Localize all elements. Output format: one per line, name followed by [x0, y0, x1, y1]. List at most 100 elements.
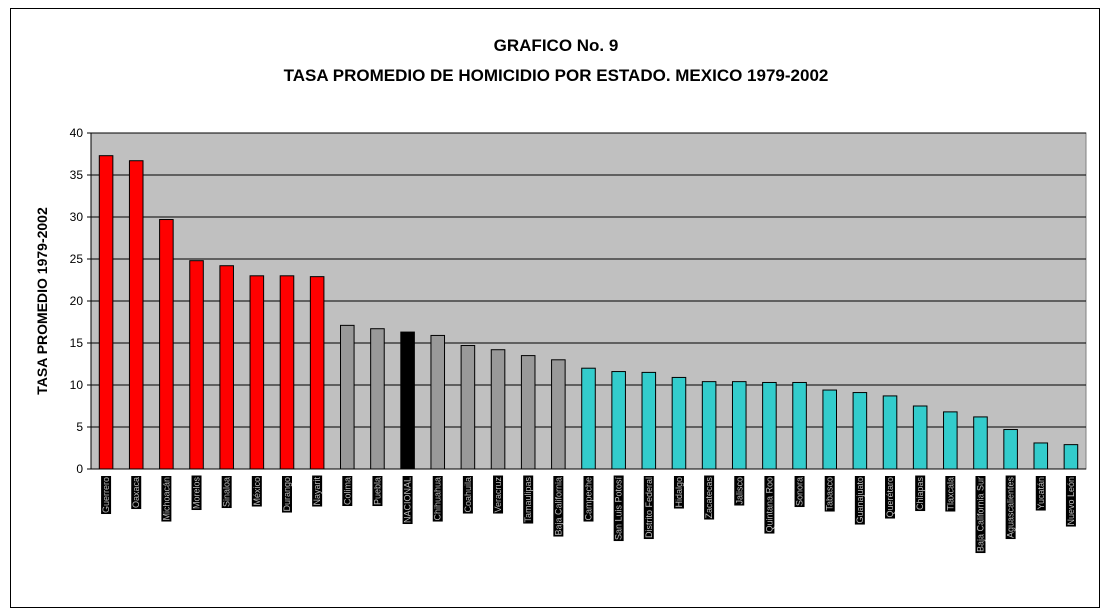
- x-tick-label: Puebla: [372, 477, 382, 505]
- x-tick-label-bg: [915, 475, 926, 512]
- x-tick-label: Baja California Sur: [975, 477, 985, 552]
- bar: [581, 367, 596, 470]
- chart-subtitle: TASA PROMEDIO DE HOMICIDIO POR ESTADO. M…: [284, 66, 829, 85]
- x-tick-label-bg: [643, 476, 654, 540]
- x-tick-label: Aguascalientes: [1006, 477, 1016, 539]
- x-tick-label: Colima: [342, 477, 352, 505]
- x-tick-label-bg: [824, 476, 835, 512]
- x-tick-label-bg: [794, 476, 805, 508]
- x-tick-label: Querétaro: [885, 477, 895, 518]
- x-tick-label: Morelos: [192, 477, 202, 510]
- x-tick-label-bg: [131, 476, 142, 510]
- x-tick-label-bg: [462, 476, 473, 514]
- x-tick-label: Nayarit: [312, 477, 322, 506]
- bar-chart: GRAFICO No. 9 TASA PROMEDIO DE HOMICIDIO…: [34, 36, 1087, 554]
- y-tick-label: 10: [70, 378, 84, 392]
- x-tick-label-bg: [1065, 476, 1076, 527]
- x-tick-label: Distrito Federal: [644, 477, 654, 538]
- x-axis-labels: Guerrero Oaxaca Michoacán Morelos Sinaloa Méx…: [101, 475, 1076, 554]
- y-tick-label: 5: [76, 420, 83, 434]
- bar: [611, 371, 626, 470]
- x-tick-label-bg: [975, 476, 986, 554]
- x-tick-label-bg: [191, 475, 202, 511]
- bar: [822, 389, 837, 470]
- bar: [762, 381, 777, 470]
- bar: [641, 371, 657, 470]
- x-tick-label: Sinaloa: [222, 477, 232, 507]
- bar: [98, 155, 114, 470]
- bar: [882, 395, 898, 470]
- x-tick-label: Nuevo León: [1066, 477, 1076, 526]
- bar: [249, 275, 265, 470]
- bar: [370, 328, 385, 470]
- x-tick-label: Michoacán: [161, 477, 171, 521]
- x-tick-label-bg: [402, 476, 413, 525]
- x-tick-label-bg: [854, 476, 865, 525]
- y-tick-label: 40: [70, 126, 84, 140]
- x-tick-label-bg: [523, 475, 534, 524]
- x-tick-label-bg: [251, 476, 262, 507]
- x-tick-label-bg: [312, 475, 323, 507]
- x-tick-label-bg: [432, 476, 443, 522]
- y-tick-label: 0: [76, 462, 83, 476]
- y-axis-label: TASA PROMEDIO 1979-2002: [34, 207, 50, 395]
- x-tick-label-bg: [613, 475, 624, 542]
- x-tick-label: Oaxaca: [131, 477, 141, 508]
- x-tick-label-bg: [673, 476, 684, 509]
- x-tick-label: Guerrero: [101, 477, 111, 513]
- x-tick-label-bg: [764, 476, 775, 534]
- bar: [520, 355, 536, 470]
- x-tick-label: NACIONAL: [403, 477, 413, 523]
- bar: [731, 381, 747, 470]
- x-tick-label-bg: [342, 476, 353, 507]
- bar: [943, 411, 958, 470]
- bar: [430, 334, 446, 470]
- bar: [792, 381, 807, 470]
- x-tick-label: Quintana Roo: [764, 477, 774, 533]
- bar: [460, 345, 476, 470]
- x-tick-label: Tabasco: [825, 477, 835, 511]
- x-tick-label-bg: [372, 476, 383, 507]
- x-tick-label: Baja California: [553, 477, 563, 536]
- x-tick-label: Campeche: [584, 477, 594, 521]
- x-tick-label-bg: [583, 476, 594, 522]
- x-tick-label-bg: [704, 475, 715, 520]
- bar: [852, 392, 868, 470]
- bar: [219, 265, 234, 470]
- y-axis-ticks: 0 5 10 15 20 25 30 35 40: [70, 126, 92, 476]
- x-tick-label: Yucatán: [1036, 477, 1046, 510]
- x-tick-label-bg: [101, 476, 112, 515]
- bar: [1003, 429, 1018, 470]
- x-tick-label: Jalisco: [734, 477, 744, 505]
- bar: [309, 276, 325, 470]
- x-tick-label-bg: [945, 476, 956, 512]
- bar: [1033, 442, 1049, 470]
- bar: [340, 324, 355, 470]
- bar: [671, 376, 687, 470]
- x-tick-label-bg: [161, 476, 172, 522]
- bar: [912, 405, 928, 470]
- x-tick-label: San Luis Potosí: [614, 477, 624, 541]
- y-tick-label: 35: [70, 168, 84, 182]
- bars: [98, 155, 1079, 470]
- bar: [279, 275, 295, 470]
- bar: [1063, 444, 1079, 470]
- x-tick-label-bg: [1035, 476, 1046, 511]
- bar: [701, 381, 717, 470]
- y-tick-label: 20: [70, 294, 84, 308]
- x-tick-label: Guanajuato: [855, 477, 865, 524]
- bar: [973, 416, 988, 470]
- x-tick-label: México: [252, 477, 262, 506]
- y-tick-label: 25: [70, 252, 84, 266]
- bar: [551, 359, 566, 470]
- bar: [189, 260, 204, 470]
- bar: [400, 331, 415, 470]
- x-tick-label-bg: [1005, 475, 1016, 540]
- x-tick-label: Hidalgo: [674, 477, 684, 508]
- x-tick-label-bg: [553, 476, 564, 537]
- y-tick-label: 30: [70, 210, 84, 224]
- y-tick-label: 15: [70, 336, 84, 350]
- x-tick-label-bg: [221, 476, 232, 509]
- chart-title: GRAFICO No. 9: [494, 36, 619, 55]
- bar: [490, 349, 506, 470]
